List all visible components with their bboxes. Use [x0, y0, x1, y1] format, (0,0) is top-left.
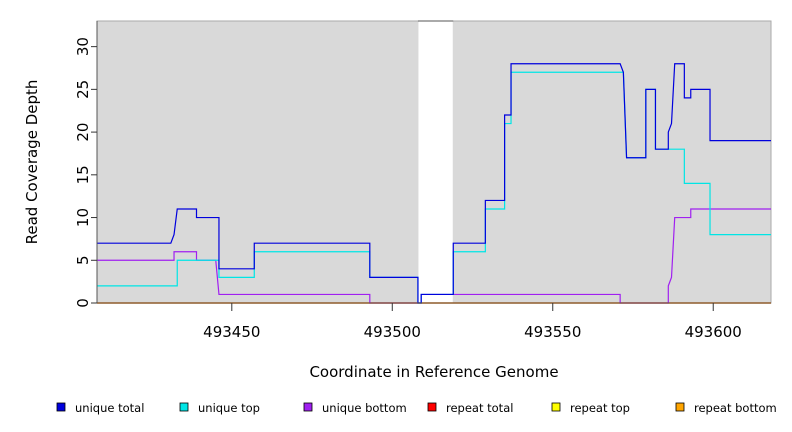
- legend-label: repeat total: [446, 401, 513, 415]
- legend-label: unique total: [75, 401, 144, 415]
- y-tick-label: 20: [74, 123, 92, 142]
- legend-swatch: [675, 402, 685, 412]
- legend: unique total unique top unique bottom repea…: [56, 401, 777, 415]
- legend-swatch: [303, 402, 313, 412]
- legend-item-unique-top: unique top: [179, 401, 260, 415]
- y-tick-label: 15: [74, 165, 92, 184]
- coverage-gap-0: [418, 21, 453, 303]
- y-tick-label: 0: [74, 298, 92, 308]
- x-tick-label: 493500: [364, 323, 421, 341]
- axes: 0 5 10 15 20 25 30 493450 493500 493550 493600: [74, 21, 771, 341]
- x-tick-label: 493550: [524, 323, 581, 341]
- x-tick-label: 493450: [203, 323, 260, 341]
- legend-swatch: [551, 402, 561, 412]
- legend-label: unique bottom: [322, 401, 407, 415]
- legend-item-repeat-top: repeat top: [551, 401, 630, 415]
- legend-label: repeat top: [570, 401, 630, 415]
- legend-item-repeat-total: repeat total: [427, 401, 513, 415]
- y-axis-title: Read Coverage Depth: [23, 80, 41, 245]
- legend-item-unique-bottom: unique bottom: [303, 401, 407, 415]
- x-tick-label: 493600: [685, 323, 742, 341]
- legend-item-unique-total: unique total: [56, 401, 144, 415]
- legend-label: unique top: [198, 401, 260, 415]
- y-tick-label: 10: [74, 208, 92, 227]
- series-line-unique-total: [97, 63, 771, 304]
- y-tick-label: 5: [74, 255, 92, 265]
- coverage-gaps: [417, 20, 454, 303]
- x-axis-title: Coordinate in Reference Genome: [309, 363, 558, 381]
- y-tick-label: 30: [74, 37, 92, 56]
- legend-label: repeat bottom: [694, 401, 777, 415]
- legend-item-repeat-bottom: repeat bottom: [675, 401, 777, 415]
- legend-swatch: [427, 402, 437, 412]
- legend-swatch: [179, 402, 189, 412]
- legend-swatch: [56, 402, 66, 412]
- y-tick-label: 25: [74, 80, 92, 99]
